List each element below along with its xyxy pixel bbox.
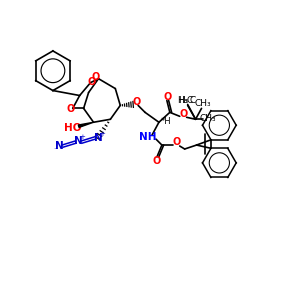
Text: C: C (187, 96, 193, 105)
Text: O: O (92, 72, 100, 82)
Text: CH₃: CH₃ (199, 114, 216, 123)
Text: NH: NH (139, 132, 157, 142)
Text: O: O (67, 104, 75, 114)
Text: +: + (80, 134, 86, 140)
Text: O: O (87, 76, 96, 87)
Text: N: N (74, 136, 83, 146)
Text: C: C (190, 96, 196, 105)
Text: O: O (132, 98, 140, 107)
Text: N: N (94, 133, 103, 143)
Text: HO: HO (64, 123, 82, 133)
Text: +: + (100, 131, 105, 137)
Text: H: H (178, 96, 185, 105)
Text: CH₃: CH₃ (194, 99, 211, 108)
Text: ₃: ₃ (185, 96, 188, 105)
Text: O: O (172, 137, 181, 147)
Text: N: N (56, 141, 64, 151)
Text: O: O (180, 109, 188, 119)
Text: ₃: ₃ (184, 96, 187, 105)
Text: H: H (177, 96, 184, 105)
Polygon shape (78, 122, 94, 128)
Text: ⁻: ⁻ (54, 146, 58, 154)
Text: O: O (153, 156, 161, 166)
Text: *H: *H (160, 117, 171, 126)
Text: O: O (164, 92, 172, 103)
